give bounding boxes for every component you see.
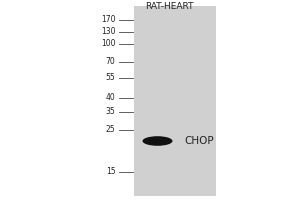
Text: 170: 170 <box>101 16 116 24</box>
Text: CHOP: CHOP <box>184 136 214 146</box>
FancyBboxPatch shape <box>134 6 216 196</box>
Text: 35: 35 <box>106 108 116 116</box>
Text: 70: 70 <box>106 58 116 66</box>
Text: 100: 100 <box>101 40 116 48</box>
Text: 40: 40 <box>106 94 116 102</box>
Text: RAT-HEART: RAT-HEART <box>145 2 194 11</box>
Text: 55: 55 <box>106 73 116 82</box>
Text: 15: 15 <box>106 168 116 176</box>
Text: 25: 25 <box>106 126 116 134</box>
Text: 130: 130 <box>101 27 116 36</box>
Ellipse shape <box>142 136 172 146</box>
